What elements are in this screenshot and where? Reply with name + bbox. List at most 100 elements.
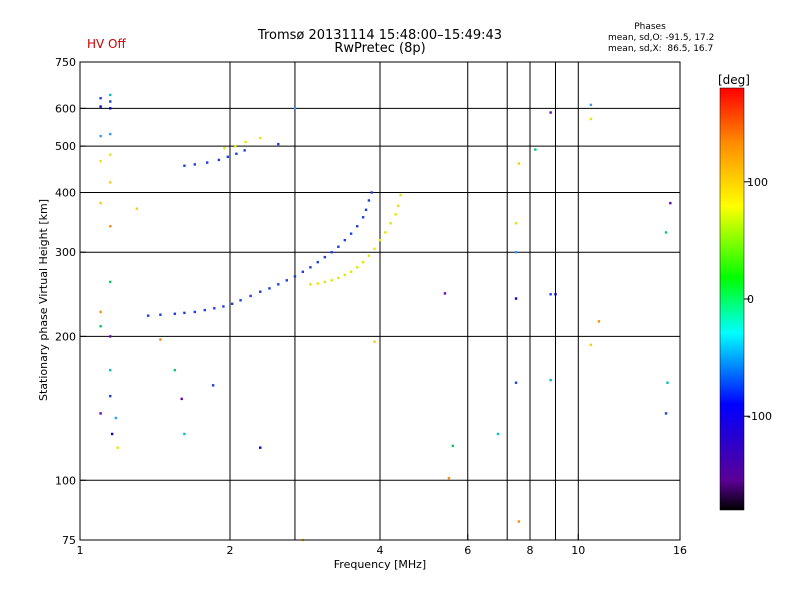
data-point — [293, 107, 297, 110]
colorbar-label: [deg] — [718, 73, 750, 87]
data-point — [309, 283, 312, 286]
data-point — [549, 111, 552, 114]
colorbar — [719, 87, 745, 511]
data-point — [193, 310, 197, 314]
data-point — [549, 293, 552, 296]
series-x-mode-trace — [309, 193, 402, 286]
y-tick-label: 200 — [55, 330, 76, 343]
data-point — [183, 164, 186, 167]
data-point — [554, 293, 557, 296]
data-point — [109, 225, 112, 228]
data-point — [399, 193, 402, 197]
data-point — [589, 117, 593, 121]
x-tick-label: 1 — [77, 544, 84, 557]
data-point — [235, 152, 238, 155]
data-point — [109, 153, 112, 156]
data-point — [666, 381, 669, 384]
data-point — [514, 222, 518, 225]
data-point — [146, 314, 150, 317]
data-point — [514, 381, 518, 384]
y-tick-label: 600 — [55, 102, 76, 115]
data-point — [664, 412, 668, 415]
data-point — [183, 432, 186, 436]
x-axis-label: Frequency [MHz] — [334, 558, 426, 571]
data-point — [259, 446, 262, 449]
phases-label: Phases — [634, 22, 666, 32]
data-point — [361, 260, 365, 264]
phase-x-stats: mean, sd,X: 86.5, 16.7 — [608, 44, 714, 54]
data-point — [534, 148, 537, 151]
data-point — [337, 276, 340, 280]
data-point — [330, 251, 333, 254]
data-point — [99, 96, 102, 100]
data-point — [183, 311, 186, 315]
data-point — [243, 149, 246, 152]
series-x-mode-upper-layer — [223, 136, 262, 150]
data-point — [669, 201, 672, 205]
data-point — [109, 335, 112, 338]
data-point — [309, 266, 312, 269]
x-tick-label: 16 — [673, 544, 687, 557]
data-point — [109, 394, 112, 398]
data-point — [367, 254, 371, 257]
data-point — [355, 266, 359, 269]
data-point — [349, 270, 353, 273]
data-point — [443, 292, 447, 295]
data-point — [394, 213, 397, 216]
x-tick-label: 4 — [377, 544, 384, 557]
data-point — [285, 279, 288, 282]
data-point — [193, 163, 197, 166]
data-point — [330, 279, 333, 282]
data-point — [323, 280, 327, 284]
data-point — [517, 162, 521, 165]
data-point — [99, 201, 102, 205]
data-point — [316, 282, 319, 285]
data-point — [217, 158, 221, 162]
data-point — [203, 308, 206, 312]
data-point — [373, 247, 376, 250]
x-tick-label: 8 — [527, 544, 534, 557]
data-point — [180, 397, 183, 401]
data-point — [549, 378, 552, 382]
data-point — [277, 283, 280, 286]
data-point — [268, 287, 271, 290]
data-point — [213, 307, 216, 310]
data-point — [99, 325, 102, 328]
hv-status: HV Off — [87, 37, 126, 51]
data-point — [293, 275, 297, 278]
data-point — [343, 238, 347, 242]
data-point — [109, 132, 112, 136]
data-point — [323, 255, 327, 259]
data-points — [99, 93, 672, 542]
data-point — [135, 207, 138, 210]
chart-subtitle: RwPretec (8p) — [334, 41, 426, 56]
data-point — [99, 134, 102, 138]
data-point — [244, 140, 247, 144]
data-point — [396, 204, 400, 208]
y-axis-ticks: 75 100 200 300 400 500 600 750 — [55, 56, 86, 547]
data-point — [589, 343, 593, 347]
data-point — [114, 416, 118, 420]
data-point — [378, 238, 382, 242]
data-point — [364, 208, 368, 212]
data-point — [234, 144, 237, 148]
data-point — [384, 231, 387, 234]
x-axis-ticks: 1 2 4 6 8 10 16 — [77, 534, 687, 557]
data-point — [514, 297, 518, 300]
colorbar-ticks: -100 0 100 — [744, 176, 772, 423]
data-point — [205, 161, 209, 164]
series-o-mode-trace — [146, 191, 373, 317]
data-point — [451, 444, 455, 448]
data-point — [496, 432, 500, 436]
data-point — [389, 222, 392, 225]
data-point — [589, 103, 593, 107]
data-point — [109, 368, 112, 372]
y-tick-label: 500 — [55, 140, 76, 153]
data-point — [99, 160, 102, 163]
data-point — [159, 338, 162, 341]
x-tick-label: 6 — [464, 544, 471, 557]
data-point — [349, 232, 353, 235]
data-point — [343, 273, 347, 277]
chart-title: Tromsø 20131114 15:48:00–15:49:43 — [257, 28, 503, 43]
data-point — [159, 313, 162, 316]
